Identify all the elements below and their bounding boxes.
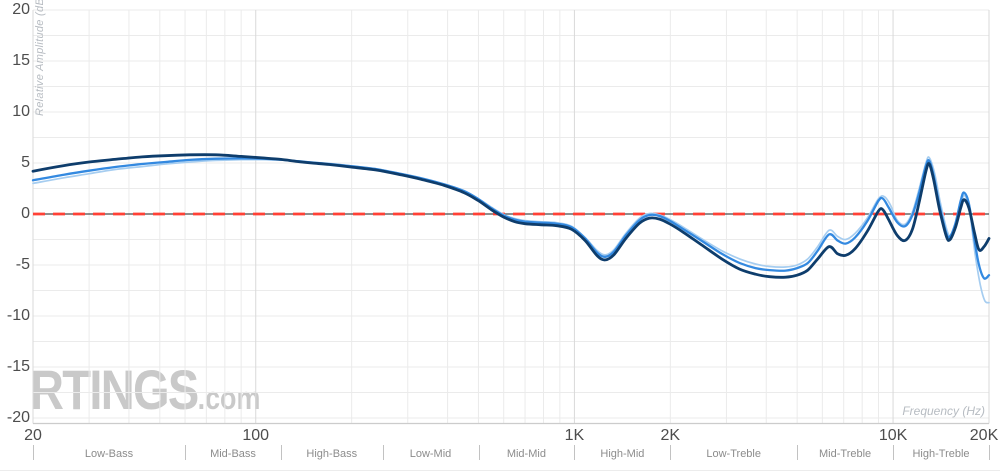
curve-bright-blue <box>31 157 991 280</box>
gridlines <box>32 9 990 425</box>
curve-pale-blue <box>32 156 990 304</box>
watermark-suffix: .com <box>197 380 261 416</box>
curve-dark-navy <box>31 153 991 279</box>
watermark-brand: RTINGS <box>30 358 199 421</box>
frequency-response-curves <box>31 153 991 304</box>
rtings-watermark: RTINGS.com <box>30 362 261 424</box>
